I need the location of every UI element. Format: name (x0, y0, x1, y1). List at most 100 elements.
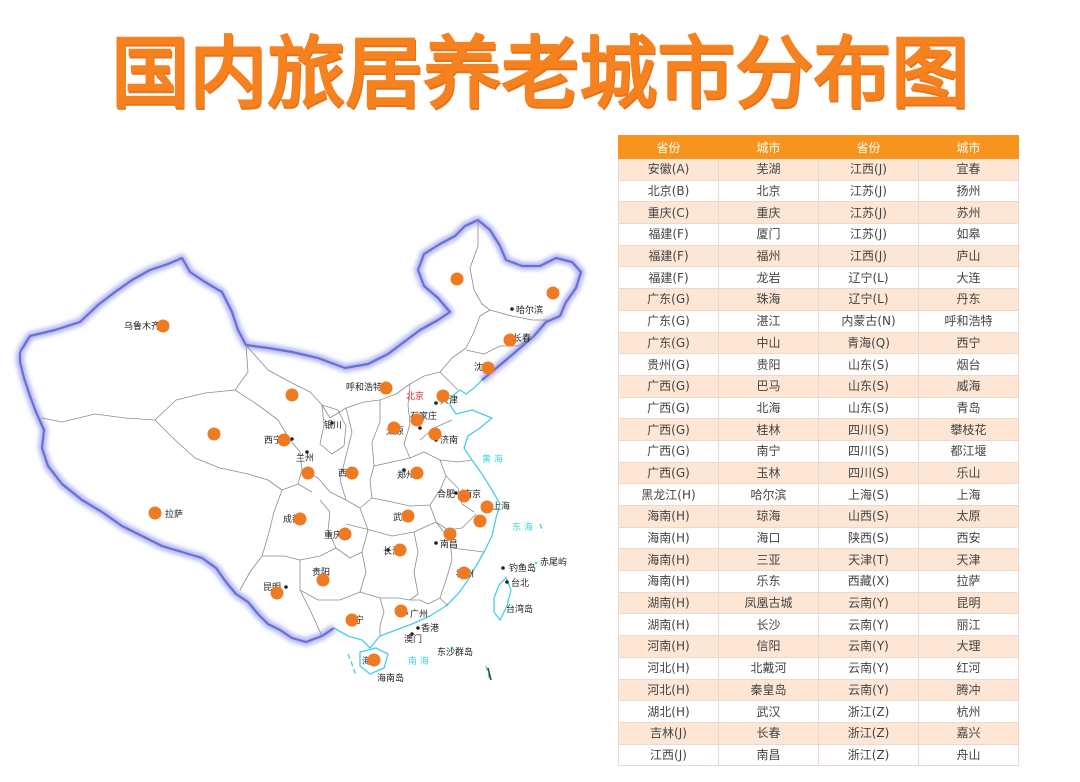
table-row: 海南(H) 琼海 山西(S) 太原 (618, 505, 1019, 528)
city-cell: 呼和浩特 (918, 309, 1019, 333)
city-cell: 玉林 (718, 461, 819, 485)
table-row: 黑龙江(H) 哈尔滨 上海(S) 上海 (618, 483, 1019, 506)
province-cell: 广东(G) (618, 309, 719, 333)
city-label-beijing: 北京 (406, 390, 424, 402)
city-dot (410, 466, 424, 480)
province-cell: 河南(H) (618, 635, 719, 658)
province-cell: 上海(S) (818, 483, 919, 506)
city-dot (367, 653, 381, 667)
city-label-hainan-island: 海南岛 (377, 672, 404, 684)
city-cell: 厦门 (718, 223, 819, 246)
city-cell: 都江堰 (918, 439, 1019, 463)
province-cell: 四川(S) (818, 439, 919, 463)
city-label-chiwei: 赤尾屿 (540, 557, 567, 568)
city-cell: 嘉兴 (918, 721, 1019, 745)
city-label-guangzhou: 广州 (410, 608, 428, 620)
table-row: 湖北(H) 武汉 浙江(Z) 杭州 (618, 700, 1019, 723)
city-label-kunming: 昆明 (263, 582, 281, 593)
province-cell: 云南(Y) (818, 613, 919, 637)
city-label-jinan: 济南 (440, 434, 458, 446)
province-cell: 广西(G) (618, 439, 719, 463)
city-labels: 乌鲁木齐 哈尔滨 长春 沈阳 呼和浩特 北京 天津 石家庄 太原 济南 银川 西… (124, 304, 567, 684)
table-row: 海南(H) 三亚 天津(T) 天津 (618, 548, 1019, 572)
province-cell: 广西(G) (618, 461, 719, 485)
city-label-diaoyu: 钓鱼岛 (509, 562, 536, 574)
city-cell: 烟台 (918, 353, 1019, 376)
city-dot (394, 604, 408, 618)
city-label-tianjin: 天津 (440, 395, 458, 406)
column-header-province: 省份 (818, 135, 919, 159)
city-dot (480, 500, 494, 514)
province-cell: 海南(H) (618, 505, 719, 528)
city-dot (436, 389, 450, 403)
province-cell: 浙江(Z) (818, 700, 919, 723)
city-label-harbin: 哈尔滨 (516, 304, 543, 316)
table-row: 广西(G) 桂林 四川(S) 攀枝花 (618, 418, 1019, 441)
national-border (16, 216, 585, 646)
city-label-shanghai: 上海 (492, 500, 510, 512)
city-cell: 三亚 (718, 548, 819, 572)
city-cell: 丹东 (918, 288, 1019, 311)
city-dot (546, 286, 560, 300)
province-cell: 北京(B) (618, 179, 719, 203)
column-header-city: 城市 (918, 135, 1019, 159)
city-label-zhengzhou: 郑州 (397, 469, 415, 481)
city-cell: 庐山 (918, 244, 1019, 268)
city-cell: 珠海 (718, 288, 819, 311)
city-label-chongqing: 重庆 (324, 529, 342, 541)
city-dot (285, 388, 299, 402)
province-cell: 海南(H) (618, 526, 719, 550)
table-row: 河北(H) 北戴河 云南(Y) 红河 (618, 656, 1019, 680)
table-row: 广西(G) 玉林 四川(S) 乐山 (618, 461, 1019, 485)
province-cell: 云南(Y) (818, 656, 919, 680)
province-cell: 福建(F) (618, 266, 719, 290)
province-cell: 云南(Y) (818, 591, 919, 615)
province-cell: 广东(G) (618, 331, 719, 355)
city-cell: 北海 (718, 396, 819, 420)
province-cell: 安徽(A) (618, 158, 719, 181)
province-cell: 贵州(G) (618, 353, 719, 376)
province-cell: 辽宁(L) (818, 266, 919, 290)
city-dot (393, 543, 407, 557)
province-cell: 陕西(S) (818, 526, 919, 550)
table-row: 河南(H) 信阳 云南(Y) 大理 (618, 635, 1019, 658)
city-dot (387, 421, 401, 435)
city-cell: 舟山 (918, 743, 1019, 767)
province-cell: 云南(Y) (818, 678, 919, 702)
city-cell: 重庆 (718, 201, 819, 225)
city-cell: 长沙 (718, 613, 819, 637)
city-table: 省份 城市 省份 城市 安徽(A) 芜湖 江西(J) 宜春 北京(B) 北京 江苏(J) 扬州… (618, 135, 1019, 767)
province-cell: 江苏(J) (818, 179, 919, 203)
province-cell: 山西(S) (818, 505, 919, 528)
city-dot (457, 489, 471, 503)
table-row: 福建(F) 厦门 江苏(J) 如皋 (618, 223, 1019, 246)
destination-dots (148, 272, 560, 667)
province-cell: 江苏(J) (818, 201, 919, 225)
table-row: 广西(G) 巴马 山东(S) 威海 (618, 374, 1019, 398)
province-cell: 湖南(H) (618, 591, 719, 615)
province-cell: 海南(H) (618, 548, 719, 572)
city-cell: 桂林 (718, 418, 819, 441)
province-cell: 江西(J) (818, 244, 919, 268)
province-cell: 辽宁(L) (818, 288, 919, 311)
province-cell: 河北(H) (618, 656, 719, 680)
province-cell: 四川(S) (818, 461, 919, 485)
city-cell: 宜春 (918, 158, 1019, 181)
table-row: 湖南(H) 长沙 云南(Y) 丽江 (618, 613, 1019, 637)
province-cell: 广西(G) (618, 396, 719, 420)
city-cell: 北戴河 (718, 656, 819, 680)
city-dot (410, 413, 424, 427)
city-cell: 西安 (918, 526, 1019, 550)
city-cell: 天津 (918, 548, 1019, 572)
table-row: 海南(H) 乐东 西藏(X) 拉萨 (618, 570, 1019, 593)
page-title: 国内旅居养老城市分布图 (110, 29, 969, 119)
city-cell: 信阳 (718, 635, 819, 658)
province-cell: 海南(H) (618, 570, 719, 593)
table-row: 广东(G) 珠海 辽宁(L) 丹东 (618, 288, 1019, 311)
province-cell: 江苏(J) (818, 223, 919, 246)
city-cell: 上海 (918, 483, 1019, 506)
city-label-taipei: 台北 (511, 577, 529, 589)
city-cell: 秦皇岛 (718, 678, 819, 702)
city-cell: 扬州 (918, 179, 1019, 203)
city-label-lanzhou: 兰州 (296, 452, 314, 464)
